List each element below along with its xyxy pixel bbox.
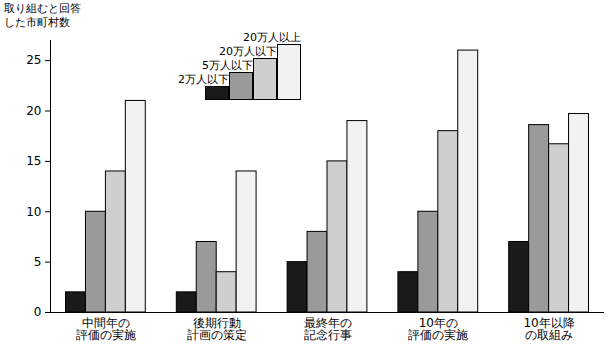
svg-text:後期行動計画の策定: 後期行動計画の策定 bbox=[187, 316, 247, 342]
html-text:20万人以上: 20万人以上 bbox=[243, 31, 301, 44]
svg-text:10: 10 bbox=[26, 205, 41, 219]
svg-text:5: 5 bbox=[34, 255, 42, 269]
html-text:20万人以下: 20万人以下 bbox=[219, 45, 277, 58]
svg-text:10年以降の取組み: 10年以降の取組み bbox=[523, 316, 574, 342]
svg-text:0: 0 bbox=[34, 305, 42, 319]
svg-text:15: 15 bbox=[26, 154, 41, 168]
svg-text:最終年の記念行事: 最終年の記念行事 bbox=[304, 316, 352, 342]
svg-text:20: 20 bbox=[26, 104, 41, 118]
svg-text:中間年の評価の実施: 中間年の評価の実施 bbox=[76, 316, 136, 342]
html-text:5万人以下: 5万人以下 bbox=[202, 59, 253, 72]
svg-text:25: 25 bbox=[26, 53, 41, 67]
svg-text:10年の評価の実施: 10年の評価の実施 bbox=[408, 316, 468, 342]
html-text:取り組むと回答 した市町村数: 取り組むと回答 した市町村数 bbox=[4, 2, 81, 29]
html-text:2万人以下: 2万人以下 bbox=[178, 73, 229, 86]
